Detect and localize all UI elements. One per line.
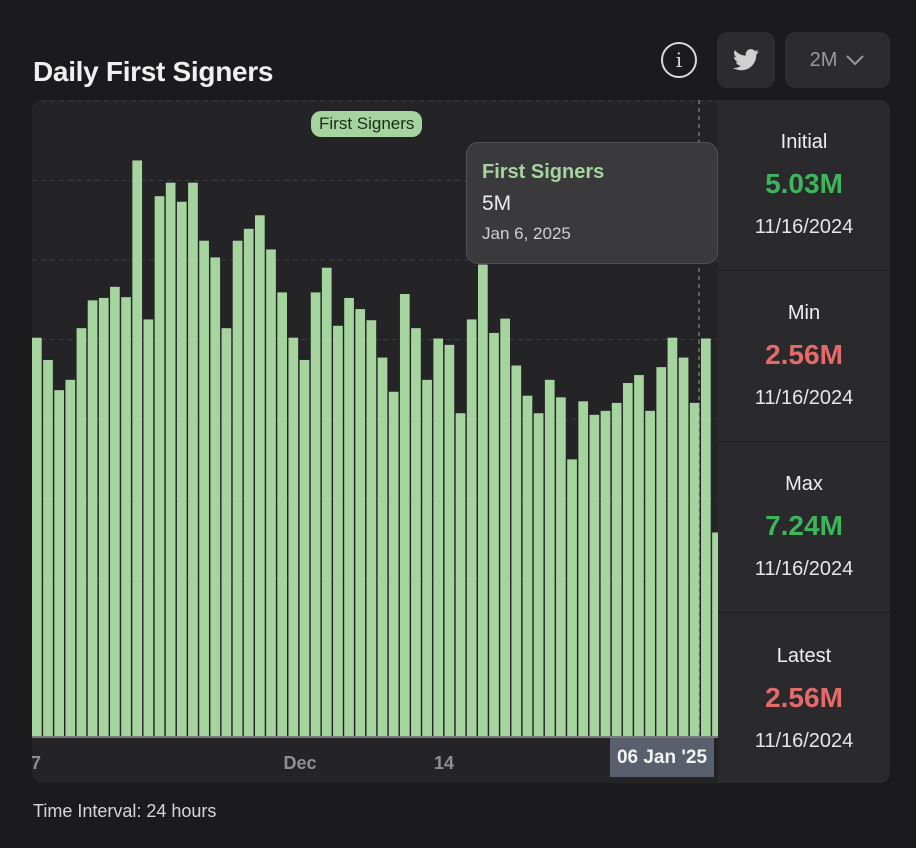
tooltip-value: 5M (482, 192, 512, 215)
x-tick-label: 7 (32, 753, 41, 773)
time-range-label: 2M (809, 48, 838, 71)
crosshair-date-label: 06 Jan '25 (610, 738, 714, 777)
bar[interactable] (701, 338, 711, 737)
stat-latest: Latest 2.56M 11/16/2024 (718, 613, 890, 783)
stat-label: Latest (776, 644, 832, 667)
bar[interactable] (310, 292, 321, 736)
bar[interactable] (165, 182, 176, 736)
bar[interactable] (578, 401, 589, 736)
bar[interactable] (266, 249, 276, 736)
chart-tooltip: First Signers 5M Jan 6, 2025 (466, 142, 718, 264)
chart-title: Daily First Signers (33, 56, 274, 87)
bar[interactable] (689, 402, 700, 736)
stat-min: Min 2.56M 11/16/2024 (718, 271, 890, 442)
stat-value: 2.56M (765, 339, 843, 370)
bar[interactable] (589, 414, 600, 736)
bar[interactable] (388, 391, 399, 736)
bar[interactable] (500, 318, 510, 736)
bar[interactable] (110, 286, 120, 736)
bar[interactable] (98, 297, 109, 736)
twitter-icon (733, 49, 759, 71)
stat-initial: Initial 5.03M 11/16/2024 (718, 100, 890, 271)
tooltip-date: Jan 6, 2025 (482, 224, 571, 243)
stat-date: 11/16/2024 (754, 216, 854, 238)
bar[interactable] (567, 459, 577, 736)
bar[interactable] (466, 319, 477, 736)
bar[interactable] (533, 413, 544, 736)
bar[interactable] (522, 395, 533, 736)
bar[interactable] (366, 320, 377, 736)
bar-chart[interactable]: 7 Dec 14 (32, 100, 718, 783)
bar[interactable] (556, 397, 566, 736)
bar[interactable] (433, 338, 444, 737)
chevron-down-icon (846, 55, 865, 66)
bar[interactable] (634, 375, 644, 736)
bar[interactable] (399, 293, 410, 736)
bar[interactable] (154, 196, 165, 736)
legend-first-signers[interactable]: First Signers (311, 111, 423, 137)
bar[interactable] (544, 379, 555, 736)
bar[interactable] (622, 383, 633, 736)
stat-label: Initial (780, 131, 828, 153)
bar[interactable] (478, 264, 488, 736)
bar[interactable] (656, 367, 667, 736)
bar[interactable] (355, 309, 366, 736)
bar[interactable] (243, 228, 254, 737)
bar[interactable] (600, 410, 611, 736)
tooltip-series-name: First Signers (482, 161, 605, 183)
bar[interactable] (489, 332, 499, 736)
twitter-share-button[interactable] (717, 32, 775, 88)
bar[interactable] (32, 337, 42, 736)
stats-panel: Initial 5.03M 11/16/2024 Min 2.56M 11/16… (718, 100, 890, 783)
bar[interactable] (455, 413, 466, 736)
info-button[interactable]: i (661, 42, 697, 78)
bar[interactable] (143, 319, 154, 736)
bar[interactable] (65, 379, 76, 736)
bar[interactable] (188, 182, 198, 736)
bar[interactable] (132, 160, 143, 737)
bar[interactable] (232, 240, 243, 736)
stat-date: 11/16/2024 (754, 729, 854, 752)
stat-value: 7.24M (765, 510, 843, 541)
bar[interactable] (54, 390, 64, 736)
stat-label: Max (785, 473, 823, 495)
stat-max: Max 7.24M 11/16/2024 (718, 442, 890, 613)
stat-value: 2.56M (765, 681, 843, 713)
stat-label: Min (787, 302, 821, 324)
bar[interactable] (277, 292, 287, 736)
stat-date: 11/16/2024 (754, 387, 854, 409)
bar[interactable] (611, 402, 622, 736)
bar[interactable] (176, 201, 187, 736)
x-tick-label: Dec (283, 753, 316, 773)
bar[interactable] (344, 297, 354, 736)
bar[interactable] (43, 359, 53, 736)
bar[interactable] (511, 365, 522, 736)
bar[interactable] (210, 257, 221, 736)
bar[interactable] (667, 337, 678, 736)
bar[interactable] (199, 240, 209, 736)
stat-date: 11/16/2024 (754, 558, 854, 580)
bar[interactable] (444, 344, 455, 736)
bar[interactable] (333, 325, 343, 736)
bar[interactable] (288, 337, 299, 736)
x-tick-label: 14 (434, 753, 454, 773)
info-circle-icon: i (675, 48, 683, 72)
bar[interactable] (422, 379, 432, 736)
bar[interactable] (645, 410, 655, 736)
bar[interactable] (299, 359, 310, 736)
stat-value: 5.03M (765, 168, 843, 199)
bar[interactable] (87, 300, 98, 736)
time-range-dropdown[interactable]: 2M (785, 32, 890, 88)
bar[interactable] (712, 532, 718, 736)
bar[interactable] (377, 357, 388, 736)
bar[interactable] (121, 297, 131, 736)
time-interval-note: Time Interval: 24 hours (33, 801, 217, 821)
bar[interactable] (321, 267, 332, 736)
bar[interactable] (255, 215, 265, 736)
bar[interactable] (411, 328, 421, 736)
bar[interactable] (76, 328, 87, 736)
bar[interactable] (221, 328, 232, 736)
bar[interactable] (678, 357, 689, 736)
